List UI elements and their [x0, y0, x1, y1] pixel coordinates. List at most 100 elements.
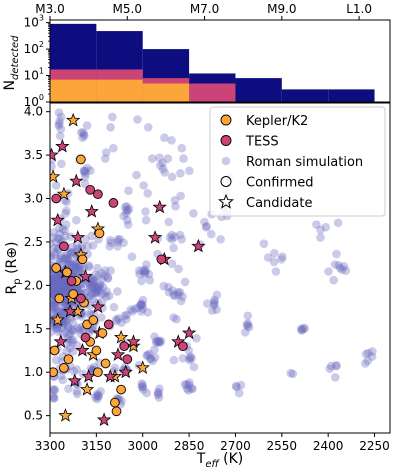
roman-simulation-point	[93, 389, 102, 399]
roman-simulation-point	[189, 362, 199, 372]
roman-simulation-point	[59, 285, 68, 295]
roman-simulation-point	[97, 275, 107, 284]
roman-simulation-point	[68, 318, 78, 328]
roman-simulation-point	[152, 338, 161, 348]
roman-simulation-point	[65, 329, 75, 339]
roman-simulation-point	[144, 269, 154, 279]
roman-simulation-point	[188, 384, 197, 394]
roman-simulation-point	[122, 314, 131, 324]
roman-simulation-point	[58, 375, 67, 385]
roman-simulation-point	[56, 283, 65, 293]
tess-candidate-point	[118, 364, 133, 379]
roman-simulation-point	[50, 288, 56, 297]
roman-simulation-point	[113, 237, 122, 247]
roman-simulation-point	[216, 235, 225, 244]
roman-simulation-point	[50, 394, 58, 403]
tess-candidate-point	[81, 369, 96, 383]
roman-simulation-point	[50, 271, 59, 281]
roman-simulation-point	[128, 307, 137, 316]
roman-simulation-point	[55, 116, 64, 126]
kepler-confirmed-point	[54, 293, 65, 304]
roman-simulation-point	[236, 380, 246, 390]
roman-simulation-point	[243, 311, 253, 321]
kepler-confirmed-point	[111, 406, 122, 417]
roman-simulation-point	[53, 284, 63, 294]
kepler-confirmed-point	[91, 345, 102, 356]
roman-simulation-point	[50, 278, 58, 288]
roman-simulation-point	[54, 275, 64, 284]
roman-simulation-point	[54, 287, 64, 296]
roman-simulation-point	[109, 302, 119, 312]
roman-simulation-point	[91, 288, 100, 297]
histogram-y-tick-label: 101	[24, 67, 44, 83]
roman-simulation-point	[63, 321, 73, 331]
roman-simulation-point	[50, 239, 55, 248]
roman-simulation-point	[184, 386, 193, 395]
roman-simulation-point	[50, 274, 58, 283]
roman-simulation-point	[106, 266, 115, 275]
roman-simulation-point	[52, 283, 62, 293]
roman-simulation-point	[50, 243, 60, 253]
tess-candidate-point	[152, 199, 167, 214]
roman-simulation-point	[66, 325, 76, 335]
roman-simulation-point	[187, 384, 196, 394]
roman-simulation-point	[154, 393, 164, 402]
tess-confirmed-point	[156, 254, 167, 265]
scatter-x-tick-label: 3300	[35, 439, 66, 453]
roman-simulation-point	[51, 355, 61, 365]
roman-simulation-point	[61, 283, 71, 293]
roman-simulation-point	[167, 172, 177, 182]
tess-confirmed-point	[119, 341, 130, 352]
roman-simulation-point	[202, 222, 211, 231]
roman-simulation-point	[243, 319, 253, 328]
roman-simulation-point	[99, 289, 109, 299]
roman-simulation-point	[123, 215, 132, 225]
roman-simulation-point	[337, 265, 347, 275]
roman-simulation-point	[61, 328, 70, 337]
roman-simulation-point	[55, 234, 64, 243]
roman-simulation-point	[52, 308, 62, 317]
roman-simulation-point	[55, 223, 64, 233]
roman-simulation-point	[176, 191, 185, 201]
roman-simulation-point	[93, 284, 102, 294]
roman-simulation-point	[106, 235, 115, 245]
scatter-y-tick-label: 3.5	[24, 148, 43, 162]
roman-simulation-point	[164, 282, 173, 292]
roman-simulation-point	[184, 380, 194, 390]
roman-simulation-point	[120, 202, 130, 212]
roman-simulation-point	[321, 222, 331, 232]
scatter-x-tick-label: 3000	[127, 439, 158, 453]
roman-simulation-point	[150, 332, 159, 341]
roman-simulation-point	[59, 276, 68, 286]
roman-simulation-point	[58, 280, 67, 289]
kepler-candidate-point	[66, 112, 81, 127]
roman-simulation-point	[50, 280, 59, 289]
roman-simulation-point	[72, 215, 81, 225]
roman-simulation-point	[243, 321, 252, 331]
legend: Kepler/K2 TESS Roman simulation Confirmed Ca…	[209, 106, 386, 217]
roman-simulation-point	[361, 359, 370, 368]
roman-simulation-point	[154, 388, 163, 398]
tess-confirmed-point	[103, 319, 114, 330]
roman-simulation-point	[327, 361, 336, 371]
roman-simulation-point	[72, 389, 82, 399]
roman-simulation-point	[66, 335, 76, 345]
tess-candidate-point	[191, 238, 206, 253]
roman-simulation-point	[51, 274, 60, 283]
scatter-x-tick-label: 2400	[313, 439, 344, 453]
roman-simulation-point	[62, 347, 71, 356]
legend-marker-circle-icon	[220, 114, 232, 126]
roman-simulation-point	[50, 287, 59, 296]
scatter-y-axis-label: Rp (R⊕)	[4, 242, 23, 295]
legend-label: Roman simulation	[246, 155, 363, 170]
roman-simulation-point	[92, 288, 102, 297]
roman-simulation-point	[169, 243, 178, 253]
roman-simulation-point	[145, 275, 155, 285]
roman-simulation-point	[186, 352, 195, 361]
tess-candidate-point	[103, 369, 118, 383]
roman-simulation-point	[71, 263, 81, 273]
roman-simulation-point	[209, 301, 219, 310]
roman-simulation-point	[178, 292, 187, 302]
tess-candidate-point	[53, 334, 68, 348]
